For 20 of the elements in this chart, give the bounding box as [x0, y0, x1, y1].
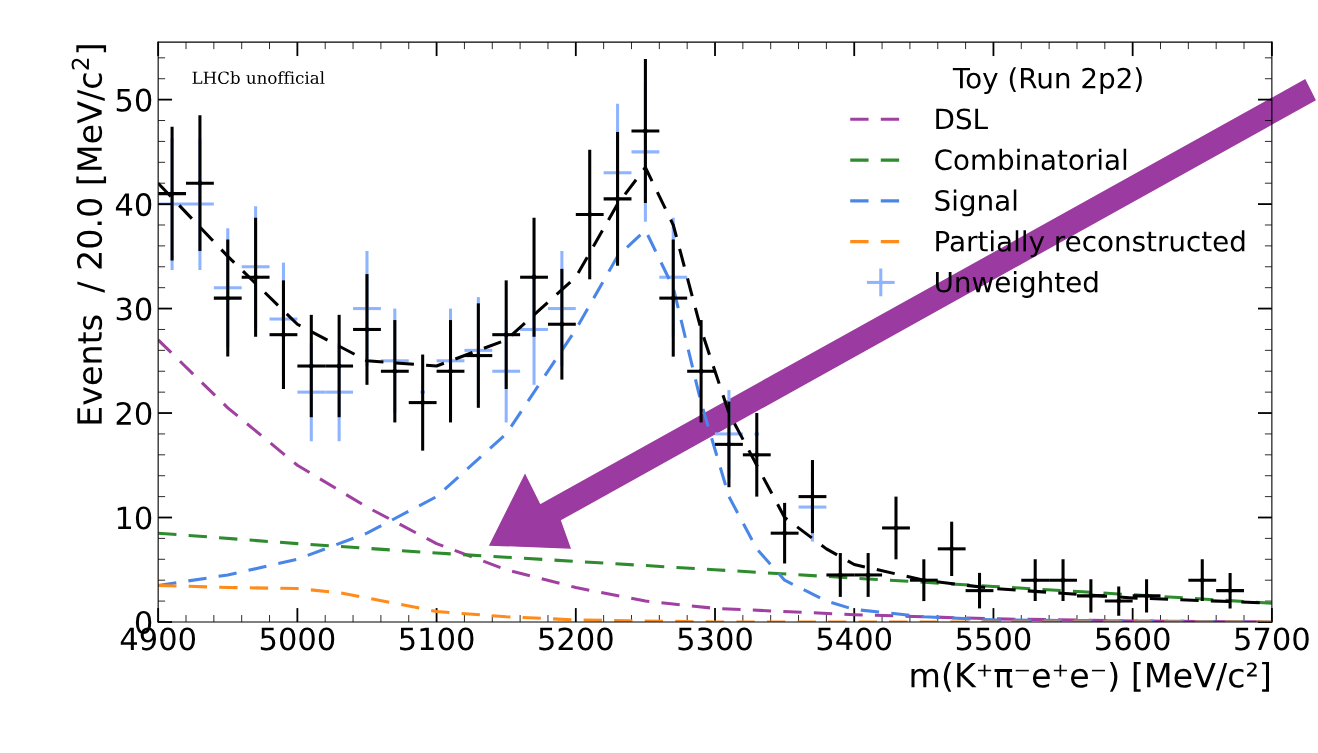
y-tick-label: 40	[115, 193, 152, 217]
x-tick-label: 5600	[1096, 627, 1170, 651]
x-tick-label: 5400	[817, 627, 892, 651]
y-tick-label: 30	[116, 297, 152, 321]
x-tick-label: 5000	[260, 627, 335, 651]
x-tick-label: 5100	[400, 627, 474, 651]
y-tick-label: 10	[117, 506, 152, 530]
x-tick-label: 5500	[956, 627, 1031, 651]
y-tick-label: 20	[116, 401, 152, 426]
legend-title: Toy (Run 2p2)	[952, 67, 1142, 95]
y-tick-label: 50	[116, 88, 152, 112]
annotation: LHCb unofficial	[192, 71, 325, 85]
x-tick-label: 5200	[539, 627, 613, 651]
x-axis-title: m(K⁺π⁻e⁺e⁻) [MeV/c²]	[911, 661, 1269, 692]
legend-label: Signal	[935, 189, 1017, 217]
x-tick-label: 5300	[678, 627, 752, 651]
legend-label: Combinatorial	[935, 148, 1127, 171]
legend-label: DSL	[936, 108, 988, 130]
x-tick-label: 5700	[1235, 627, 1309, 651]
y-axis-title: Events / 20.0 [MeV/c$^{2}$]	[71, 45, 107, 424]
